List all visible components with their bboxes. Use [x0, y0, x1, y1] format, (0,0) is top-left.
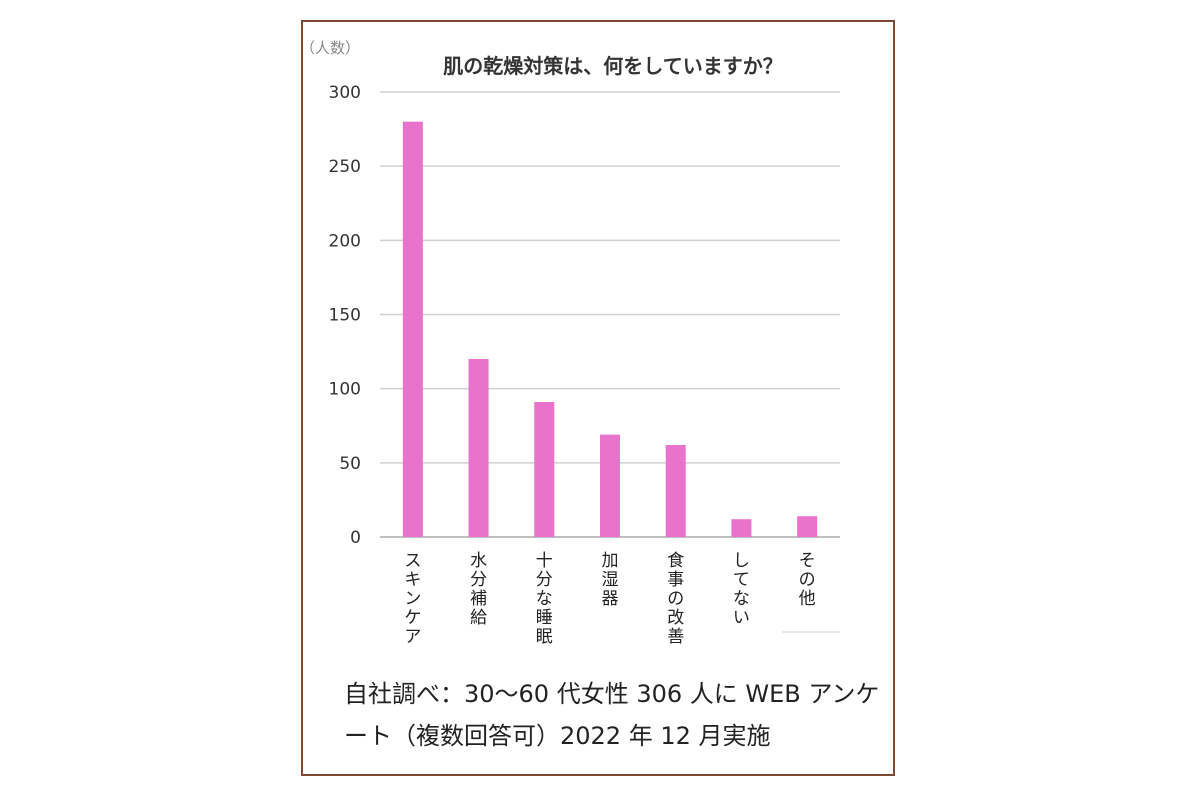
x-tick-label: その他	[799, 551, 816, 609]
source-note-line-1: 自社調べ：30〜60 代女性 306 人に WEB アンケ	[344, 680, 880, 708]
x-tick-label: スキンケア	[404, 551, 421, 647]
x-tick-label: 水分補給	[470, 551, 487, 628]
y-tick-label: 300	[329, 83, 361, 103]
x-tick-label: 加湿器	[602, 551, 619, 609]
bar	[797, 516, 818, 537]
y-tick-label: 0	[350, 528, 361, 548]
x-tick-label: してない	[733, 551, 750, 628]
y-tick-label: 150	[329, 306, 361, 326]
x-tick-label: 食事の改善	[667, 551, 684, 647]
bars	[402, 121, 818, 538]
bar	[468, 359, 489, 537]
source-note-line-2: ート（複数回答可）2022 年 12 月実施	[344, 722, 771, 750]
bar	[731, 519, 752, 537]
y-tick-label: 200	[329, 231, 361, 251]
y-tick-label: 100	[329, 380, 361, 400]
gridlines	[380, 91, 840, 538]
chart-frame	[301, 20, 895, 776]
bar	[665, 445, 686, 537]
y-tick-label: 250	[329, 157, 361, 177]
x-tick-label: 十分な睡眠	[536, 551, 553, 647]
x-tick-labels: スキンケア 水分補給 十分な睡眠 加湿器 食事の改善 してない その他	[404, 551, 815, 647]
bar	[534, 402, 555, 537]
bar	[402, 121, 423, 538]
y-tick-labels: 0 50 100 150 200 250 300	[329, 83, 361, 548]
bar	[600, 434, 620, 537]
y-tick-label: 50	[339, 454, 361, 474]
y-axis-label: （人数）	[300, 39, 360, 57]
chart-title: 肌の乾燥対策は、何をしていますか？	[443, 54, 782, 78]
